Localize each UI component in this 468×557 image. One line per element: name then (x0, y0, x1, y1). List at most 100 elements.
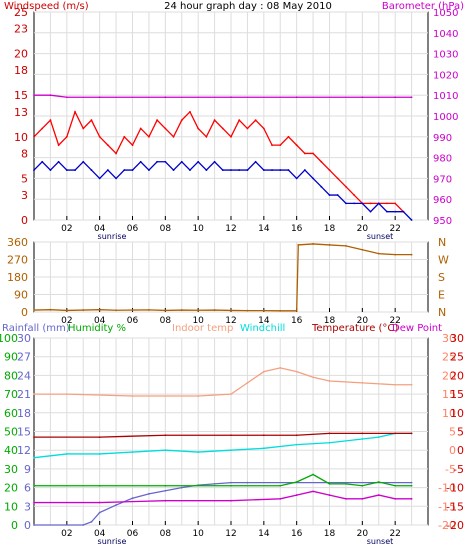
panel1-series-1-point (262, 169, 265, 171)
panel3-series-2-point (328, 380, 331, 382)
windspeed-tick-label: 8 (21, 147, 28, 160)
temperature-tick-label-inner: -15 (438, 500, 456, 513)
panel3-series-3-point (131, 451, 134, 453)
temperature-tick-label-outer: 0 (457, 444, 464, 457)
panel3-series-0-point (98, 511, 101, 514)
panel2-direction-point (180, 309, 183, 311)
panel1-series-0-point (213, 119, 216, 122)
panel1-series-0-point (82, 127, 85, 130)
temperature-tick-label-inner: 0 (449, 444, 456, 457)
panel1-series-2-point (98, 96, 101, 99)
humidity-tick-label: 10 (4, 500, 18, 513)
panel1-series-0-point (279, 144, 282, 147)
humidity-tick-label: 30 (4, 463, 18, 476)
legend-entry: Rainfall (mm) (2, 323, 70, 334)
panel3-series-1-point (33, 484, 35, 487)
legend-entry: Indoor temp (172, 323, 233, 334)
panel3-series-5-point (361, 497, 364, 500)
panel1-series-0-point (33, 135, 35, 138)
temperature-tick-label-outer: -20 (446, 519, 464, 532)
barometer-tick-label: 970 (433, 174, 452, 185)
panel1-series-1-point (156, 160, 159, 163)
panel1-xtick-label: 06 (127, 224, 139, 234)
panel1-series-0-point (254, 119, 257, 122)
panel3-series-4-point (98, 436, 101, 439)
temperature-tick-label-inner: 30 (442, 332, 456, 345)
panel3-series-1-point (295, 481, 298, 483)
panel1-series-0-point (386, 202, 388, 205)
windspeed-tick-label: 25 (14, 6, 28, 19)
panel2-direction-point (230, 309, 232, 312)
panel1-series-0-point (230, 135, 232, 138)
panel1-series-0-point (65, 135, 68, 138)
temperature-tick-label-outer: 5 (457, 426, 464, 439)
windspeed-tick-label: 5 (21, 172, 28, 185)
panel2-direction-point (279, 309, 282, 312)
panel1-series-1-point (312, 177, 314, 180)
panel1-series-1-point (386, 210, 388, 213)
panel3-series-4-point (361, 432, 364, 435)
panel1-series-0-point (369, 202, 372, 205)
panel1-series-1-point (41, 160, 44, 163)
direction-tick-label: 180 (7, 271, 28, 284)
panel1-series-0-point (353, 194, 356, 196)
panel2-xtick-label: 16 (291, 316, 303, 326)
panel3-series-5-point (394, 497, 397, 500)
direction-tick-label: 90 (14, 289, 28, 302)
rainfall-tick-label: 18 (17, 407, 31, 420)
windspeed-tick-label: 23 (14, 23, 28, 36)
panel3-series-0-point (164, 489, 167, 492)
panel3-series-3-point (33, 456, 35, 459)
panel3-series-0-point (246, 481, 249, 484)
panel2-direction-point (297, 244, 300, 246)
panel1-series-1-point (279, 169, 282, 171)
panel3-series-4-point (410, 432, 413, 435)
panel3-series-0-point (90, 520, 93, 523)
panel3-series-1-point (410, 484, 413, 487)
temperature-tick-label-inner: 15 (442, 388, 456, 401)
panel1-series-1-point (336, 194, 339, 196)
panel1-series-0-point (49, 119, 52, 122)
barometer-tick-label: 1040 (433, 29, 458, 40)
panel3-xtick-label: 06 (127, 529, 139, 539)
panel1-xtick-label: 20 (357, 224, 369, 234)
panel2-direction-point (345, 244, 347, 247)
panel3-xtick-label: 12 (225, 529, 236, 539)
temperature-tick-label-outer: 20 (450, 369, 464, 382)
panel1-series-0-point (303, 152, 306, 155)
panel1-series-0-point (189, 110, 191, 113)
panel1-series-0-point (287, 135, 290, 138)
windspeed-tick-label: 18 (14, 64, 28, 77)
panel3-series-0-point (410, 481, 413, 484)
panel3-series-2-point (410, 383, 413, 386)
panel1-series-1-point (320, 185, 323, 188)
panel1-series-0-point (41, 127, 44, 130)
panel2-xtick-label: 20 (357, 316, 369, 326)
panel3-series-5-point (164, 499, 167, 502)
panel2-direction-point (262, 309, 265, 312)
panel2-xtick-label: 12 (225, 316, 236, 326)
barometer-tick-label: 1000 (433, 112, 458, 123)
panel1-series-2-point (65, 96, 68, 99)
panel3-series-0-point (230, 481, 232, 484)
panel1-series-1-point (230, 169, 232, 171)
panel1-series-1-point (345, 202, 347, 205)
panel3-series-1-point (377, 481, 380, 483)
panel3-xtick-label: 08 (160, 529, 172, 539)
humidity-tick-label: 90 (4, 351, 18, 364)
panel1-series-1-point (49, 169, 52, 171)
rainfall-tick-label: 6 (24, 482, 31, 495)
panel3-series-2-point (131, 395, 134, 397)
panel3-series-3-point (295, 443, 298, 446)
panel1-series-0-point (90, 119, 93, 122)
panel3-series-4-point (230, 434, 232, 437)
panel2-direction-point (328, 244, 331, 246)
panel3-series-2-point (312, 376, 314, 379)
panel1-series-1-point (303, 169, 306, 171)
panel1-series-2-point (230, 96, 232, 99)
panel1-series-1-point (271, 169, 273, 171)
panel3-series-3-point (197, 451, 200, 453)
compass-label: N (438, 236, 446, 249)
panel3-series-3-point (98, 453, 101, 455)
panel3-series-1-point (98, 484, 101, 487)
